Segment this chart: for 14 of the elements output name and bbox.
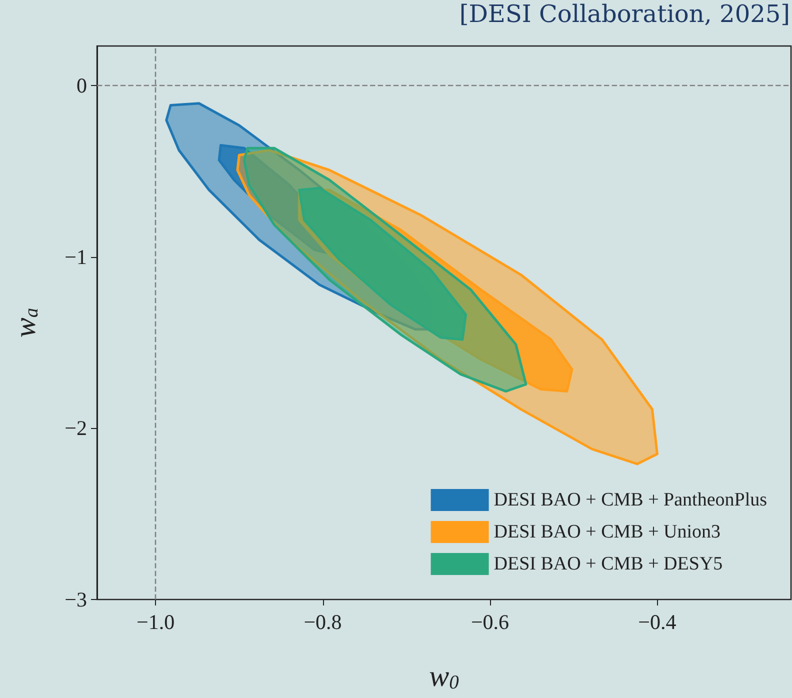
y-axis-title: wa [8,308,42,338]
x-tick-label: −0.8 [304,610,342,634]
x-axis-title: w0 [429,660,460,694]
y-tick-label: 0 [76,73,87,98]
x-tick-label: −0.6 [470,610,510,634]
x-tick-label: −1.0 [136,610,175,634]
legend-label: DESI BAO + CMB + DESY5 [494,554,723,574]
text: [DESI Collaboration, 2025] [459,0,790,28]
y-tick-label: −1 [64,244,87,269]
y-tick-label: −2 [64,416,87,440]
legend-label: DESI BAO + CMB + PantheonPlus [494,490,768,510]
y-tick-label: −3 [64,588,87,612]
legend-label: DESI BAO + CMB + Union3 [494,522,721,542]
x-tick-label: −0.4 [638,610,677,634]
